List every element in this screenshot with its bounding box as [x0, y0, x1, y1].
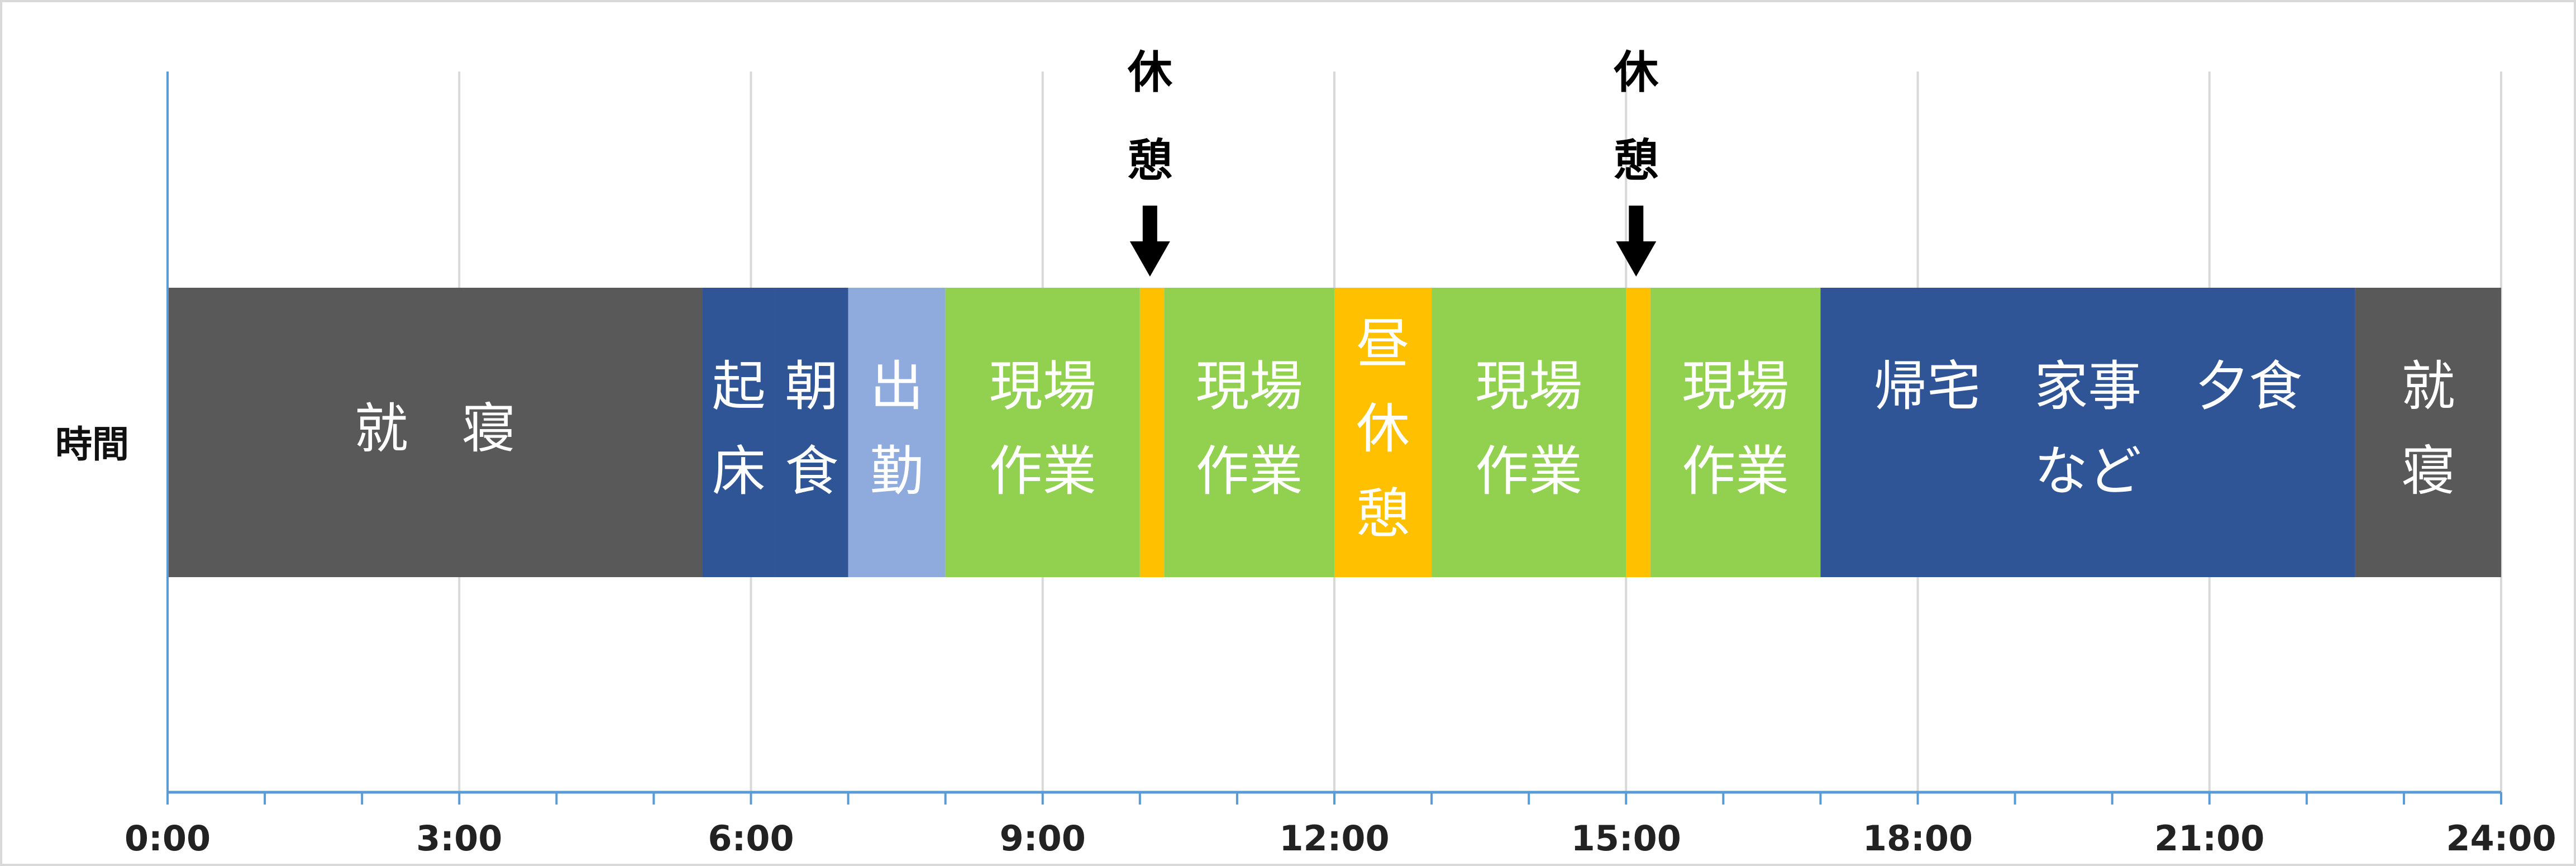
annotation-0: 休憩: [1127, 46, 1173, 277]
segment-label-4-0: 現場: [989, 355, 1096, 417]
annotation-label-0-1: 憩: [1128, 135, 1172, 187]
segment-label-8-0: 現場: [1475, 355, 1582, 417]
annotation-arrow-head-0: [1129, 241, 1170, 277]
segment-bar-5: [1139, 288, 1165, 577]
segment-label-2-1: 食: [785, 440, 838, 502]
annotation-label-1-1: 憩: [1614, 135, 1658, 187]
segment-label-4-1: 作業: [989, 440, 1096, 502]
segment-bar-12: [2355, 288, 2501, 577]
segment-bar-11: [1820, 288, 2355, 577]
annotation-arrow-shaft-0: [1142, 206, 1157, 245]
row-label: 時間: [55, 423, 129, 466]
segment-label-12-1: 寝: [2401, 440, 2455, 502]
segment-label-7-1: 休: [1356, 397, 1410, 460]
segment-label-3-1: 勤: [870, 440, 924, 502]
segment-label-1-1: 床: [712, 440, 766, 502]
segment-label-10-1: 作業: [1682, 440, 1789, 502]
segment-label-11-0: 帰宅 家事 夕食: [1873, 355, 2302, 417]
x-tick-label-8: 24:00: [2446, 818, 2556, 859]
x-tick-labels: 0:00 3:00 6:00 9:00 12:00 15:00 18:00 21:00 24:0…: [125, 818, 2556, 859]
x-tick-label-5: 15:00: [1571, 818, 1681, 859]
segment-bar-0: [168, 288, 703, 577]
segment-bar-3: [848, 288, 946, 577]
segment-bar-9: [1626, 288, 1650, 577]
annotation-arrow-head-1: [1616, 241, 1657, 277]
segment-label-7-2: 憩: [1356, 482, 1410, 545]
x-tick-label-3: 9:00: [1000, 818, 1086, 859]
segment-label-6-0: 現場: [1196, 355, 1303, 417]
bar-segments: [168, 288, 2501, 577]
x-tick-label-1: 3:00: [416, 818, 502, 859]
segment-label-6-1: 作業: [1196, 440, 1303, 502]
segment-label-8-1: 作業: [1475, 440, 1582, 502]
segment-label-3-0: 出: [870, 355, 924, 417]
segment-label-11-1: など: [2034, 440, 2141, 502]
segment-label-1-0: 起: [712, 355, 766, 417]
x-tick-label-0: 0:00: [125, 818, 211, 859]
segment-bar-10: [1650, 288, 1821, 577]
annotation-1: 休憩: [1613, 46, 1659, 277]
segment-label-2-0: 朝: [785, 355, 838, 417]
x-tick-label-7: 21:00: [2154, 818, 2264, 859]
annotation-arrow-shaft-1: [1629, 206, 1644, 245]
segment-bar-8: [1432, 288, 1626, 577]
segment-label-0-0: 就 寝: [355, 397, 516, 460]
x-tick-label-4: 12:00: [1279, 818, 1389, 859]
segment-label-7-0: 昼: [1356, 312, 1410, 375]
annotation-label-0-0: 休: [1127, 46, 1173, 98]
segment-bar-7: [1334, 288, 1432, 577]
segment-bar-1: [702, 288, 776, 577]
annotation-label-1-0: 休: [1613, 46, 1659, 98]
segment-label-12-0: 就: [2401, 355, 2455, 417]
x-axis: [166, 72, 2502, 805]
segment-label-10-0: 現場: [1682, 355, 1789, 417]
segment-bar-2: [775, 288, 848, 577]
x-tick-label-6: 18:00: [1863, 818, 1973, 859]
x-tick-label-2: 6:00: [708, 818, 794, 859]
segment-bar-6: [1164, 288, 1334, 577]
segment-bar-4: [945, 288, 1140, 577]
